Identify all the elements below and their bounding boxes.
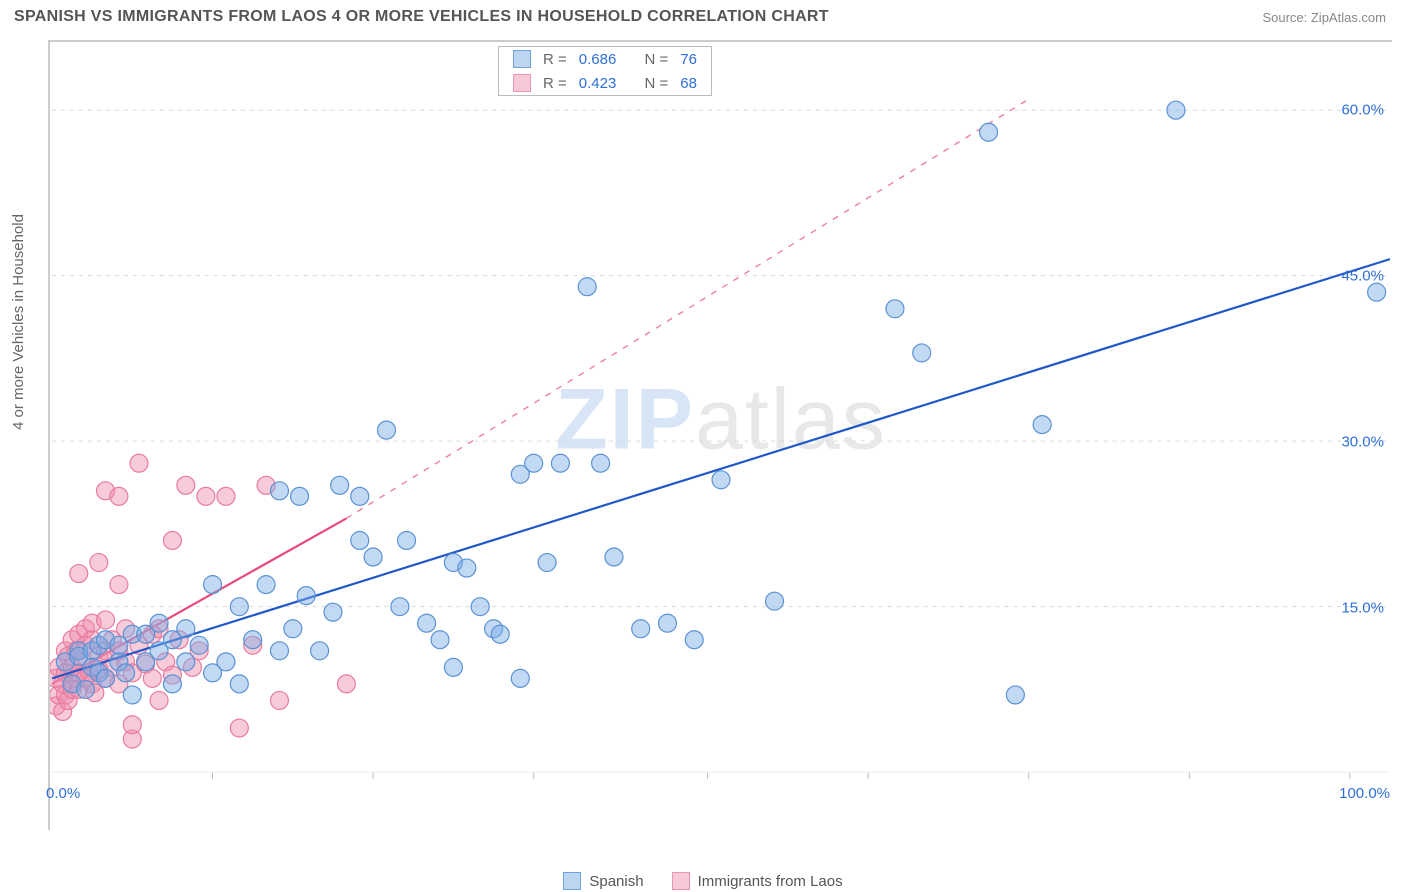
correlation-stats-box: R = 0.686 N = 76 R = 0.423 N = 68	[498, 46, 712, 96]
legend-label-laos: Immigrants from Laos	[698, 873, 843, 890]
y-tick: 15.0%	[1341, 600, 1384, 617]
n-label: N =	[644, 75, 668, 92]
source-attribution: Source: ZipAtlas.com	[1262, 10, 1386, 25]
y-tick: 45.0%	[1341, 268, 1384, 285]
n-value-laos: 68	[680, 75, 697, 92]
legend-swatch-laos	[672, 872, 690, 890]
r-label: R =	[543, 75, 567, 92]
chart-title: SPANISH VS IMMIGRANTS FROM LAOS 4 OR MOR…	[14, 8, 829, 26]
y-tick: 60.0%	[1341, 102, 1384, 119]
n-label: N =	[644, 51, 668, 68]
r-value-laos: 0.423	[579, 75, 617, 92]
r-label: R =	[543, 51, 567, 68]
legend-swatch-spanish	[563, 872, 581, 890]
legend-item-spanish: Spanish	[563, 872, 643, 890]
r-value-spanish: 0.686	[579, 51, 617, 68]
legend-label-spanish: Spanish	[589, 873, 643, 890]
y-tick: 30.0%	[1341, 434, 1384, 451]
swatch-laos	[513, 74, 531, 92]
y-axis-label: 4 or more Vehicles in Household	[10, 214, 27, 430]
n-value-spanish: 76	[680, 51, 697, 68]
stats-row-laos: R = 0.423 N = 68	[499, 71, 711, 95]
header-bar: SPANISH VS IMMIGRANTS FROM LAOS 4 OR MOR…	[0, 0, 1406, 32]
x-tick-min: 0.0%	[46, 785, 80, 802]
scatter-plot	[50, 42, 1392, 830]
source-label: Source:	[1262, 10, 1310, 25]
swatch-spanish	[513, 50, 531, 68]
source-name: ZipAtlas.com	[1311, 10, 1386, 25]
chart-container: ZIPatlas R = 0.686 N = 76 R = 0.423 N = …	[48, 40, 1392, 830]
legend-item-laos: Immigrants from Laos	[672, 872, 843, 890]
stats-row-spanish: R = 0.686 N = 76	[499, 47, 711, 71]
x-tick-max: 100.0%	[1339, 785, 1390, 802]
legend: Spanish Immigrants from Laos	[0, 872, 1406, 890]
